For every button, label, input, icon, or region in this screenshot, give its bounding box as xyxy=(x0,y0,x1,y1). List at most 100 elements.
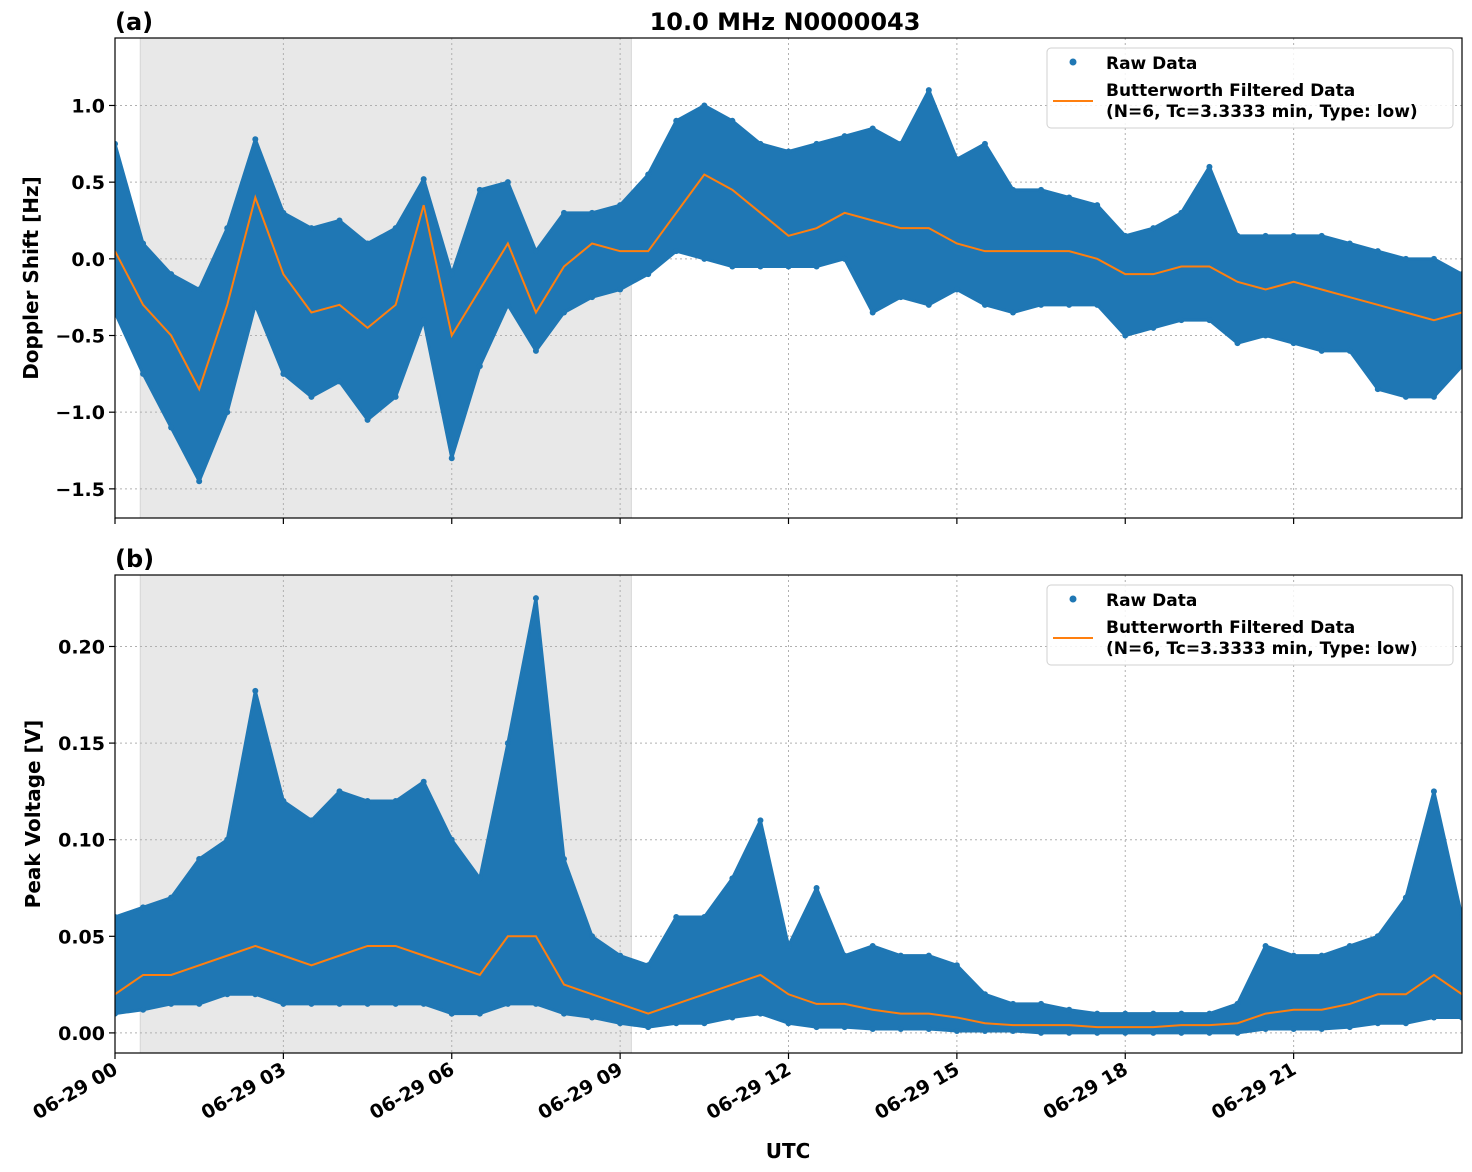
raw-data-point xyxy=(1290,232,1297,239)
raw-data-point xyxy=(1402,255,1409,262)
raw-data-point xyxy=(532,347,539,354)
raw-data-point xyxy=(953,962,960,969)
raw-data-envelope xyxy=(115,596,1462,1035)
raw-data-point xyxy=(841,952,848,959)
raw-data-point xyxy=(701,255,708,262)
raw-data-point xyxy=(1318,347,1325,354)
raw-data-point xyxy=(785,1020,792,1027)
raw-data-point xyxy=(196,856,203,863)
raw-data-point xyxy=(392,225,399,232)
raw-data-point xyxy=(420,176,427,183)
y-tick-label: 0.20 xyxy=(58,636,105,658)
raw-data-point xyxy=(1374,248,1381,255)
raw-data-point xyxy=(1122,332,1129,339)
raw-data-point xyxy=(925,301,932,308)
raw-data-point xyxy=(1178,317,1185,324)
raw-data-point xyxy=(1150,324,1157,331)
raw-data-point xyxy=(1038,1029,1045,1036)
raw-data-point xyxy=(1262,1026,1269,1033)
raw-data-point xyxy=(1318,232,1325,239)
raw-data-point xyxy=(308,225,315,232)
legend-box xyxy=(1046,584,1454,666)
raw-data-point xyxy=(757,817,764,824)
legend-box xyxy=(1046,47,1454,129)
raw-data-point xyxy=(841,1024,848,1031)
panel-b-y-label: Peak Voltage [V] xyxy=(21,720,45,909)
raw-data-point xyxy=(1234,1000,1241,1007)
raw-data-point xyxy=(757,263,764,270)
raw-data-point xyxy=(1122,1010,1129,1017)
raw-data-point xyxy=(561,309,567,316)
raw-data-point xyxy=(925,952,932,959)
raw-data-point xyxy=(1010,1000,1016,1007)
raw-data-point xyxy=(168,894,175,901)
raw-data-point xyxy=(168,1000,175,1007)
raw-data-point xyxy=(841,133,848,140)
raw-data-point xyxy=(589,209,596,216)
raw-data-point xyxy=(729,875,736,882)
raw-data-point xyxy=(196,1000,203,1007)
raw-data-point xyxy=(645,171,652,178)
raw-data-point xyxy=(336,788,343,795)
raw-data-point xyxy=(1038,1000,1045,1007)
raw-data-point xyxy=(280,370,287,377)
raw-data-point xyxy=(1430,255,1437,262)
y-tick-label: 0.0 xyxy=(71,249,105,271)
raw-data-point xyxy=(140,904,147,911)
raw-data-point xyxy=(561,1010,567,1017)
raw-data-point xyxy=(1459,913,1462,920)
raw-data-point xyxy=(981,991,988,998)
raw-data-point xyxy=(392,393,399,400)
axes-frame xyxy=(114,574,1463,1054)
raw-data-point xyxy=(1150,1029,1157,1036)
legend-raw-marker xyxy=(1069,595,1077,603)
raw-data-point xyxy=(392,798,399,805)
raw-data-point xyxy=(561,209,567,216)
raw-data-point xyxy=(1402,1020,1409,1027)
raw-data-point xyxy=(168,424,175,431)
raw-data-point xyxy=(252,687,259,694)
panel-b: 06-29 00 06-29 03 06-29 06 06-29 09 06-29 12… xyxy=(29,574,1463,1124)
raw-data-point xyxy=(140,370,147,377)
raw-data-point xyxy=(1038,301,1045,308)
raw-data-point xyxy=(476,363,483,370)
x-tick-label: 06-29 21 xyxy=(1208,1058,1300,1124)
raw-data-point xyxy=(953,1027,960,1034)
raw-data-point xyxy=(1346,347,1353,354)
raw-data-point xyxy=(897,140,904,147)
figure-title: 10.0 MHz N0000043 xyxy=(650,8,921,36)
legend-entry: Butterworth Filtered Data xyxy=(1106,81,1355,101)
raw-data-point xyxy=(757,1010,764,1017)
raw-data-point xyxy=(224,836,231,843)
raw-data-point xyxy=(701,913,708,920)
raw-data-point xyxy=(532,1000,539,1007)
raw-data-point xyxy=(813,140,820,147)
raw-data-point xyxy=(308,393,315,400)
raw-data-point xyxy=(925,87,932,94)
raw-data-point xyxy=(1430,1014,1437,1021)
raw-data-point xyxy=(1402,894,1409,901)
raw-data-point xyxy=(981,1027,988,1034)
raw-data-point xyxy=(1094,301,1101,308)
raw-data-point xyxy=(897,1026,904,1033)
plot-area xyxy=(115,595,1462,1036)
raw-data-point xyxy=(336,217,343,224)
raw-data-point xyxy=(729,263,736,270)
raw-data-point xyxy=(532,248,539,255)
raw-data-point xyxy=(252,991,259,998)
y-tick-label: −0.5 xyxy=(55,326,105,348)
raw-data-point xyxy=(1290,952,1297,959)
legend-entry: (N=6, Tc=3.3333 min, Type: low) xyxy=(1106,102,1418,122)
raw-data-point xyxy=(476,875,483,882)
raw-data-point xyxy=(252,301,259,308)
raw-data-point xyxy=(476,1010,483,1017)
raw-data-point xyxy=(785,148,792,155)
raw-data-point xyxy=(1010,1027,1016,1034)
raw-data-point xyxy=(504,179,511,186)
raw-data-point xyxy=(701,1020,708,1027)
raw-data-point xyxy=(1318,1026,1325,1033)
raw-data-point xyxy=(504,740,511,747)
raw-data-point xyxy=(280,1000,287,1007)
raw-data-point xyxy=(897,952,904,959)
raw-data-point xyxy=(280,209,287,216)
